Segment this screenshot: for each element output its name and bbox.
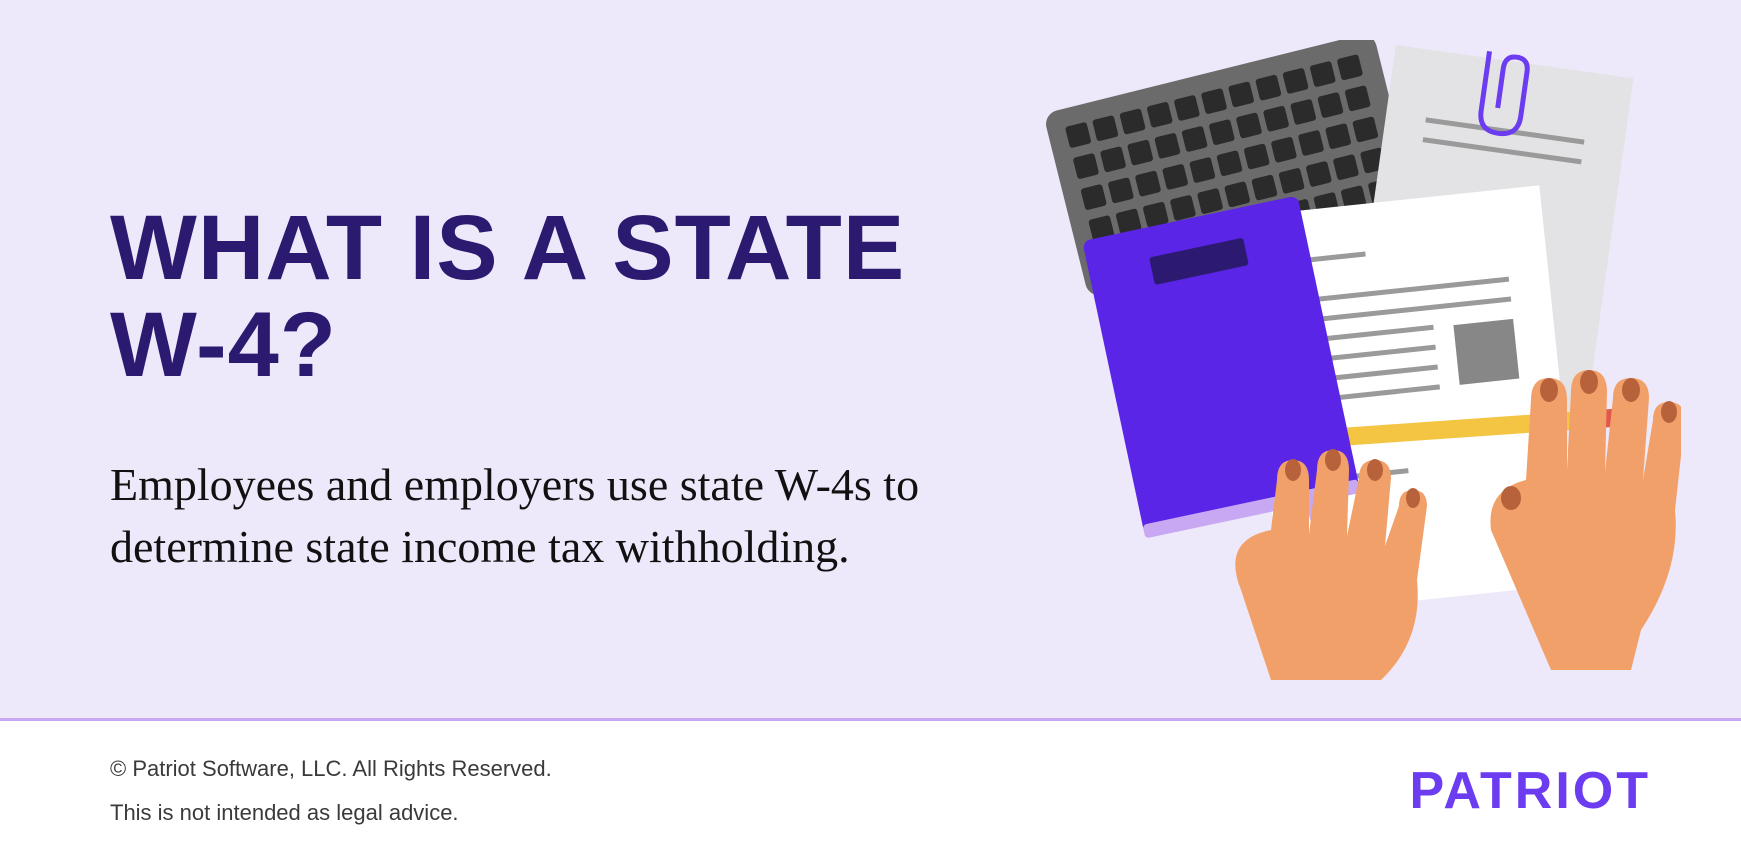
disclaimer-text: This is not intended as legal advice. [110,800,552,826]
body-text: Employees and employers use state W-4s t… [110,454,980,578]
headline: WHAT IS A STATE W-4? [110,200,980,393]
text-column: WHAT IS A STATE W-4? Employees and emplo… [110,60,980,678]
main-panel: WHAT IS A STATE W-4? Employees and emplo… [0,0,1741,718]
copyright-text: © Patriot Software, LLC. All Rights Rese… [110,756,552,782]
footer: © Patriot Software, LLC. All Rights Rese… [0,721,1741,861]
infographic-card: WHAT IS A STATE W-4? Employees and emplo… [0,0,1741,861]
legal-block: © Patriot Software, LLC. All Rights Rese… [110,756,552,826]
brand-logo: PATRIOT [1410,761,1652,821]
desk-illustration [1001,40,1681,680]
